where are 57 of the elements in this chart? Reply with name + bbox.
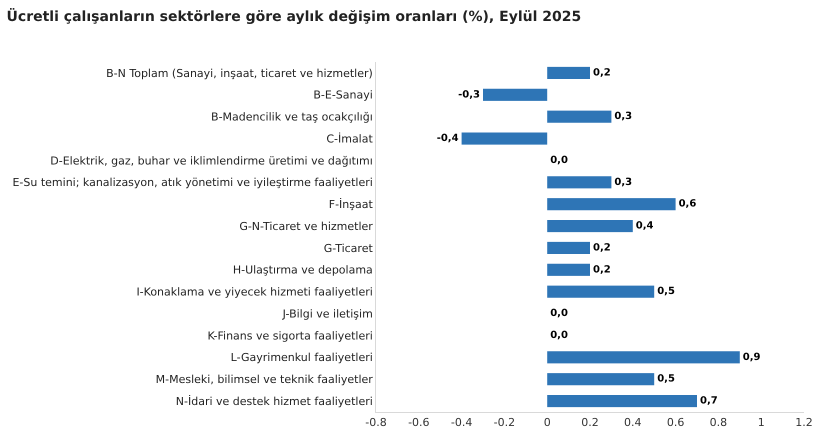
bar: [547, 66, 590, 79]
y-tick-label: K-Finans ve sigorta faaliyetleri: [207, 329, 373, 342]
y-tick-label: N-İdari ve destek hizmet faaliyetleri: [176, 394, 373, 408]
y-tick-label: I-Konaklama ve yiyecek hizmeti faaliyetleri: [136, 286, 373, 299]
data-label: 0,2: [593, 264, 611, 276]
bar: [547, 220, 633, 232]
y-tick-label: B-E-Sanayi: [313, 88, 373, 102]
data-label: -0,4: [436, 133, 459, 144]
data-label: 0,6: [678, 198, 696, 210]
x-tick-label: 1.2: [795, 416, 813, 430]
x-tick-label: 0.6: [666, 416, 684, 430]
bar: [547, 373, 654, 386]
data-label: 0,7: [700, 396, 718, 407]
y-tick-label: L-Gayrimenkul faaliyetleri: [230, 351, 373, 364]
y-tick-label: J-Bilgi ve iletişim: [282, 307, 373, 320]
y-tick-label: D-Elektrik, gaz, buhar ve iklimlendirme üretimi ve dağıtımı: [50, 154, 373, 168]
y-tick-label: B-N Toplam (Sanayi, inşaat, ticaret ve hizmetler): [106, 66, 373, 80]
chart-title: Ücretli çalışanların sektörlere göre aylık değişim oranları (%), Eylül 2025: [6, 8, 582, 25]
y-tick-label: B-Madencilik ve taş ocakçılığı: [211, 110, 373, 124]
data-label: 0,3: [614, 176, 632, 188]
y-tick-label: G-N-Ticaret ve hizmetler: [239, 220, 374, 233]
data-label: 0,9: [742, 352, 761, 363]
bar: [462, 132, 548, 145]
x-tick-label: -0.6: [408, 416, 430, 430]
bar: [547, 395, 697, 408]
x-tick-label: 0.2: [581, 416, 599, 430]
bar: [547, 110, 612, 123]
bar: [547, 264, 590, 276]
x-tick-label: 1: [758, 416, 765, 430]
y-tick-label: M-Mesleki, bilimsel ve teknik faaliyetler: [156, 373, 374, 386]
data-label: 0,0: [550, 308, 568, 320]
bar: [547, 286, 654, 298]
x-tick-label: -0.4: [450, 416, 472, 430]
data-label: 0,4: [636, 220, 654, 232]
data-label: 0,2: [593, 242, 611, 254]
bar: [547, 351, 740, 364]
bar: [547, 242, 590, 254]
data-label: 0,0: [550, 154, 568, 166]
y-tick-label: C-İmalat: [326, 131, 374, 146]
y-tick-label: G-Ticaret: [324, 242, 374, 255]
data-label: 0,3: [614, 111, 632, 122]
x-tick-label: 0.8: [710, 416, 728, 430]
y-tick-label: E-Su temini; kanalizasyon, atık yönetimi ve iyileştirme faaliyetleri: [12, 176, 373, 190]
data-label: 0,2: [593, 67, 611, 78]
bar: [547, 198, 676, 210]
bar: [547, 176, 612, 188]
data-label: -0,3: [458, 89, 480, 100]
data-label: 0,0: [550, 330, 568, 341]
bar: [483, 88, 548, 101]
y-tick-label: H-Ulaştırma ve depolama: [232, 264, 373, 277]
x-tick-label: 0.4: [624, 416, 642, 430]
y-tick-label: F-İnşaat: [328, 197, 374, 212]
data-label: 0,5: [657, 374, 675, 385]
x-tick-label: -0.2: [494, 416, 516, 430]
data-label: 0,5: [657, 286, 675, 298]
x-tick-label: 0: [544, 416, 551, 430]
x-tick-label: -0.8: [365, 416, 387, 430]
